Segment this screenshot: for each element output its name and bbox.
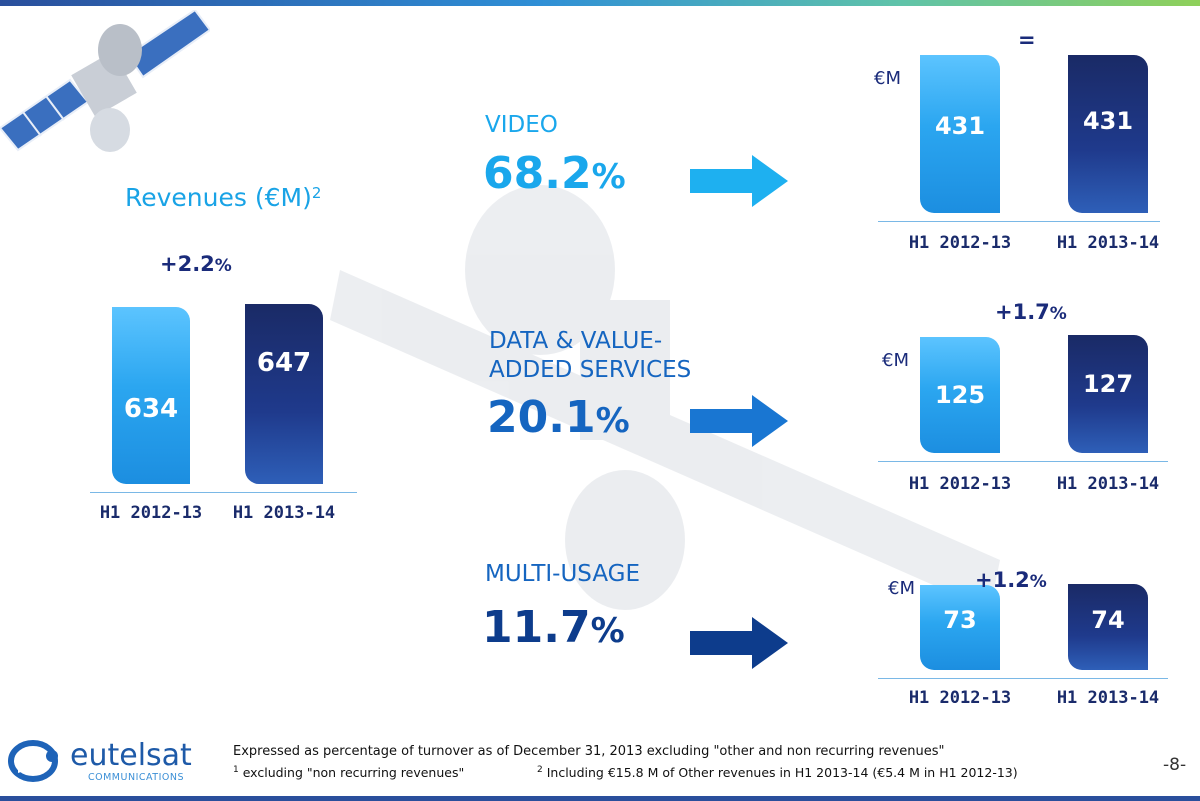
multi-growth-symbol: % — [1029, 572, 1047, 592]
segment-data-percent-symbol: % — [595, 401, 630, 441]
segment-data-title-line2: ADDED SERVICES — [489, 357, 692, 383]
multi-category-label-h1-2012-13: H1 2012-13 — [908, 688, 1012, 708]
revenues-bar-value-h1-2012-13: 634 — [123, 394, 179, 425]
footnote-1-mark: 1 — [233, 765, 239, 775]
revenues-bar-value-h1-2013-14: 647 — [256, 347, 312, 378]
segment-data-percent-value: 20.1 — [487, 392, 596, 443]
multi-bar-h1-2013-14 — [1068, 583, 1148, 670]
data-bar-h1-2012-13 — [920, 337, 1000, 453]
footnote-2-text: Including €15.8 M of Other revenues in H… — [542, 765, 1018, 780]
segment-multi-percent-symbol: % — [590, 611, 625, 651]
multi-bar-h1-2012-13 — [920, 584, 1000, 670]
revenues-title: Revenues (€M)2 — [125, 183, 321, 212]
data-growth: +1.7% — [995, 300, 1067, 324]
data-bar-value-h1-2012-13: 125 — [934, 380, 986, 409]
revenues-axis-line — [90, 492, 357, 493]
segment-multi-title: MULTI-USAGE — [485, 561, 641, 587]
video-category-label-h1-2012-13: H1 2012-13 — [908, 233, 1012, 253]
data-unit-label: €M — [882, 350, 909, 371]
segment-multi-percent-value: 11.7 — [482, 602, 591, 653]
multi-unit-label: €M — [888, 578, 915, 599]
footnote-1: 1 excluding "non recurring revenues" — [233, 765, 464, 780]
video-category-label-h1-2013-14: H1 2013-14 — [1056, 233, 1160, 253]
segment-multi-percent: 11.7% — [482, 602, 625, 653]
multi-bar-value-h1-2013-14: 74 — [1091, 605, 1125, 634]
arrow-data-icon — [690, 395, 788, 447]
logo-subtitle: COMMUNICATIONS — [88, 772, 184, 783]
bottom-rule — [0, 796, 1200, 801]
video-unit-label: €M — [874, 68, 901, 89]
data-axis-line — [878, 461, 1168, 462]
arrow-multi-icon — [690, 617, 788, 669]
video-axis-line — [878, 221, 1160, 222]
multi-growth-value: +1.2 — [975, 568, 1030, 592]
segment-video-title: VIDEO — [485, 112, 558, 138]
multi-growth: +1.2% — [975, 568, 1047, 592]
data-category-label-h1-2013-14: H1 2013-14 — [1056, 474, 1160, 494]
page-number: -8- — [1163, 755, 1187, 775]
eutelsat-logo-icon — [8, 740, 58, 782]
video-bar-value-h1-2012-13: 431 — [934, 111, 986, 140]
top-gradient-bar — [0, 0, 1200, 6]
video-bar-h1-2013-14 — [1068, 54, 1148, 213]
revenues-growth: +2.2% — [160, 252, 232, 276]
data-growth-symbol: % — [1049, 304, 1067, 324]
video-growth: = — [1018, 28, 1036, 52]
revenues-growth-value: +2.2 — [160, 252, 215, 276]
footnote-main: Expressed as percentage of turnover as o… — [233, 744, 945, 759]
footnote-2: 2 Including €15.8 M of Other revenues in… — [537, 765, 1018, 780]
multi-category-label-h1-2013-14: H1 2013-14 — [1056, 688, 1160, 708]
data-bar-h1-2013-14 — [1068, 335, 1148, 453]
video-bar-h1-2012-13 — [920, 54, 1000, 213]
segment-data-title-line1: DATA & VALUE- — [489, 328, 663, 354]
video-bar-value-h1-2013-14: 431 — [1082, 106, 1134, 135]
arrow-video-icon — [690, 155, 788, 207]
segment-video-percent: 68.2% — [483, 148, 626, 199]
segment-video-percent-value: 68.2 — [483, 148, 592, 199]
revenues-bar-h1-2012-13 — [112, 307, 190, 484]
video-growth-value: = — [1018, 28, 1036, 52]
satellite-icon — [0, 10, 210, 152]
logo-wordmark: eutelsat — [70, 738, 192, 773]
data-growth-value: +1.7 — [995, 300, 1050, 324]
revenues-category-label-h1-2012-13: H1 2012-13 — [99, 503, 203, 523]
data-bar-value-h1-2013-14: 127 — [1082, 370, 1134, 399]
revenues-bar-h1-2013-14 — [245, 303, 323, 484]
footnote-1-text: excluding "non recurring revenues" — [238, 765, 465, 780]
multi-axis-line — [878, 678, 1168, 679]
multi-bar-value-h1-2012-13: 73 — [943, 606, 977, 635]
footnote-2-mark: 2 — [537, 765, 543, 775]
revenues-category-label-h1-2013-14: H1 2013-14 — [232, 503, 336, 523]
segment-video-percent-symbol: % — [591, 157, 626, 197]
segment-data-percent: 20.1% — [487, 392, 630, 443]
revenues-title-text: Revenues (€M) — [125, 183, 312, 212]
revenues-growth-symbol: % — [214, 256, 232, 276]
data-category-label-h1-2012-13: H1 2012-13 — [908, 474, 1012, 494]
revenues-title-superscript: 2 — [311, 184, 322, 202]
